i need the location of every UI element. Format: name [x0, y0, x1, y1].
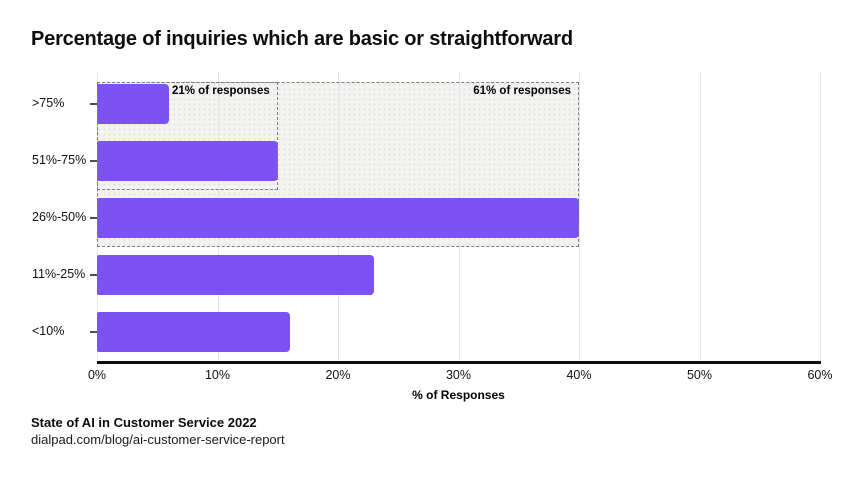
gridline	[820, 72, 821, 362]
y-tick-mark	[90, 217, 97, 219]
y-category-label: <10%	[32, 324, 65, 338]
x-axis-line	[97, 361, 821, 364]
bar	[97, 141, 278, 181]
y-tick-mark	[90, 103, 97, 105]
gridline	[579, 72, 580, 362]
y-category-label: 51%-75%	[32, 153, 87, 167]
x-tick-label: 60%	[807, 368, 833, 382]
y-tick-mark	[90, 160, 97, 162]
source-block: State of AI in Customer Service 2022 dia…	[31, 414, 285, 448]
x-axis-title: % of Responses	[412, 388, 505, 402]
x-tick-label: 50%	[686, 368, 713, 382]
x-tick-label: 0%	[87, 368, 107, 382]
y-category-label: 11%-25%	[32, 267, 86, 281]
x-tick-label: 10%	[204, 368, 231, 382]
plot-area: 21% of responses 61% of responses	[97, 72, 821, 362]
x-tick-label: 30%	[445, 368, 472, 382]
y-tick-mark	[90, 331, 97, 333]
bar	[97, 255, 375, 295]
annotation-label: 61% of responses	[473, 85, 571, 97]
bar	[97, 198, 579, 238]
y-category-label: >75%	[32, 96, 65, 110]
bar	[97, 84, 170, 124]
x-tick-label: 20%	[325, 368, 351, 382]
x-tick-label: 40%	[566, 368, 592, 382]
y-tick-mark	[90, 274, 97, 276]
annotation-label: 21% of responses	[171, 85, 270, 97]
gridline	[699, 72, 701, 362]
source-url: dialpad.com/blog/ai-customer-service-rep…	[31, 432, 285, 447]
y-category-label: 26%-50%	[32, 210, 87, 224]
source-title: State of AI in Customer Service 2022	[31, 415, 257, 430]
chart-title: Percentage of inquiries which are basic …	[31, 28, 573, 50]
bar	[97, 312, 290, 352]
